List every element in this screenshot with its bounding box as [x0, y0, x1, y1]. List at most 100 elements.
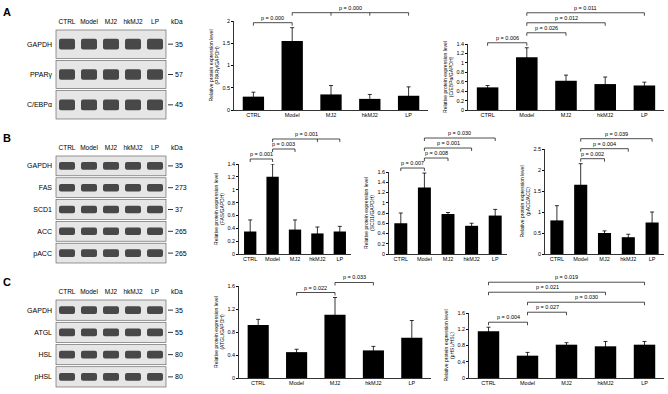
svg-text:0.4: 0.4	[377, 230, 385, 236]
svg-text:p = 0.012: p = 0.012	[555, 15, 578, 21]
svg-text:CTRL: CTRL	[243, 256, 257, 262]
svg-text:1: 1	[232, 187, 235, 193]
svg-text:CTRL: CTRL	[480, 112, 494, 118]
svg-text:0.4: 0.4	[456, 88, 464, 94]
svg-text:265: 265	[175, 228, 187, 235]
svg-text:0: 0	[232, 251, 235, 257]
svg-text:p = 0.004: p = 0.004	[497, 314, 520, 320]
svg-text:35: 35	[175, 162, 183, 169]
svg-text:p = 0.002: p = 0.002	[581, 151, 604, 157]
svg-text:1.4: 1.4	[377, 179, 385, 185]
svg-text:1: 1	[227, 62, 230, 68]
svg-text:MJ2: MJ2	[599, 256, 609, 262]
svg-text:p = 0.001: p = 0.001	[250, 151, 273, 157]
svg-text:kDa: kDa	[171, 288, 183, 295]
svg-text:CTRL: CTRL	[251, 380, 265, 386]
svg-text:CTRL: CTRL	[246, 112, 260, 118]
svg-text:hkMJ2: hkMJ2	[123, 288, 143, 295]
svg-text:LP: LP	[151, 18, 159, 25]
svg-text:273: 273	[175, 184, 187, 191]
svg-text:FAS: FAS	[39, 184, 53, 191]
svg-text:Model: Model	[573, 256, 588, 262]
svg-text:hkMJ2: hkMJ2	[597, 112, 613, 118]
svg-text:CTRL: CTRL	[59, 144, 76, 151]
svg-text:37: 37	[175, 206, 183, 213]
svg-text:0: 0	[382, 251, 385, 257]
svg-text:CTRL: CTRL	[394, 256, 408, 262]
svg-text:p = 0.033: p = 0.033	[343, 274, 366, 280]
svg-text:MJ2: MJ2	[561, 112, 571, 118]
svg-text:p = 0.027: p = 0.027	[536, 304, 559, 310]
svg-text:p = 0.021: p = 0.021	[536, 284, 559, 290]
svg-text:80: 80	[175, 351, 183, 358]
svg-text:p = 0.001: p = 0.001	[437, 140, 460, 146]
svg-text:LP: LP	[641, 112, 648, 118]
svg-text:Model: Model	[289, 380, 304, 386]
svg-text:0.6: 0.6	[227, 212, 235, 218]
svg-text:p = 0.008: p = 0.008	[425, 150, 448, 156]
svg-text:CTRL: CTRL	[59, 288, 76, 295]
svg-text:1: 1	[382, 200, 385, 206]
svg-text:ATGL: ATGL	[34, 329, 52, 336]
svg-text:hkMJ2: hkMJ2	[463, 256, 479, 262]
svg-text:MJ2: MJ2	[330, 380, 340, 386]
svg-text:1.5: 1.5	[533, 188, 541, 194]
svg-text:hkMJ2: hkMJ2	[123, 144, 143, 151]
svg-text:1.2: 1.2	[377, 189, 385, 195]
svg-text:1.4: 1.4	[227, 161, 235, 167]
svg-text:55: 55	[175, 329, 183, 336]
svg-text:LP: LP	[408, 380, 415, 386]
svg-text:p = 0.006: p = 0.006	[496, 35, 519, 41]
svg-text:p = 0.022: p = 0.022	[304, 285, 327, 291]
svg-text:Model: Model	[265, 256, 280, 262]
svg-text:0.8: 0.8	[377, 210, 385, 216]
svg-text:1.6: 1.6	[377, 169, 385, 175]
svg-text:Model: Model	[80, 288, 98, 295]
svg-text:GAPDH: GAPDH	[27, 307, 52, 314]
svg-text:hkMJ2: hkMJ2	[123, 18, 143, 25]
svg-text:0.8: 0.8	[457, 342, 465, 348]
svg-text:0.4: 0.4	[227, 352, 235, 358]
svg-text:B: B	[3, 132, 11, 144]
svg-text:pACC: pACC	[33, 250, 52, 258]
svg-text:2: 2	[227, 18, 230, 24]
svg-text:MJ2: MJ2	[105, 18, 118, 25]
svg-text:CTRL: CTRL	[59, 18, 76, 25]
svg-text:MJ2: MJ2	[105, 288, 118, 295]
svg-text:0: 0	[538, 251, 541, 257]
svg-text:p = 0.026: p = 0.026	[535, 25, 558, 31]
svg-text:Relative protein expression le: Relative protein expression level(SCD1/G…	[363, 177, 376, 249]
svg-text:pHSL: pHSL	[34, 373, 52, 381]
svg-text:LP: LP	[405, 112, 412, 118]
svg-text:A: A	[3, 6, 11, 18]
svg-text:MJ2: MJ2	[326, 112, 336, 118]
svg-text:0: 0	[462, 375, 465, 381]
svg-text:p = 0.000: p = 0.000	[261, 15, 284, 21]
svg-text:LP: LP	[649, 256, 656, 262]
svg-text:hkMJ2: hkMJ2	[365, 380, 381, 386]
svg-text:1.5: 1.5	[222, 40, 230, 46]
svg-text:PPARγ: PPARγ	[30, 71, 53, 79]
svg-text:Relative protein expression le: Relative protein expression level(FAS/GA…	[213, 173, 226, 245]
svg-text:hkMJ2: hkMJ2	[597, 380, 613, 386]
svg-text:Relative protein expression le: Relative protein expression level(pHSL/H…	[443, 310, 456, 382]
svg-text:Model: Model	[520, 380, 535, 386]
svg-text:Model: Model	[80, 144, 98, 151]
svg-text:80: 80	[175, 373, 183, 380]
svg-text:GAPDH: GAPDH	[27, 41, 52, 48]
svg-text:1.2: 1.2	[227, 174, 235, 180]
svg-text:1.2: 1.2	[456, 50, 464, 56]
svg-text:0.4: 0.4	[227, 225, 235, 231]
svg-text:0.5: 0.5	[222, 85, 230, 91]
svg-text:57: 57	[175, 71, 183, 78]
svg-text:1.2: 1.2	[457, 326, 465, 332]
svg-text:0: 0	[232, 375, 235, 381]
svg-text:p = 0.039: p = 0.039	[605, 131, 628, 137]
svg-text:Model: Model	[417, 256, 432, 262]
svg-text:2.5: 2.5	[533, 146, 541, 152]
svg-text:hkMJ2: hkMJ2	[620, 256, 636, 262]
svg-text:p = 0.001: p = 0.001	[295, 131, 318, 137]
svg-text:1.2: 1.2	[227, 306, 235, 312]
svg-text:45: 45	[175, 101, 183, 108]
svg-text:2: 2	[538, 167, 541, 173]
